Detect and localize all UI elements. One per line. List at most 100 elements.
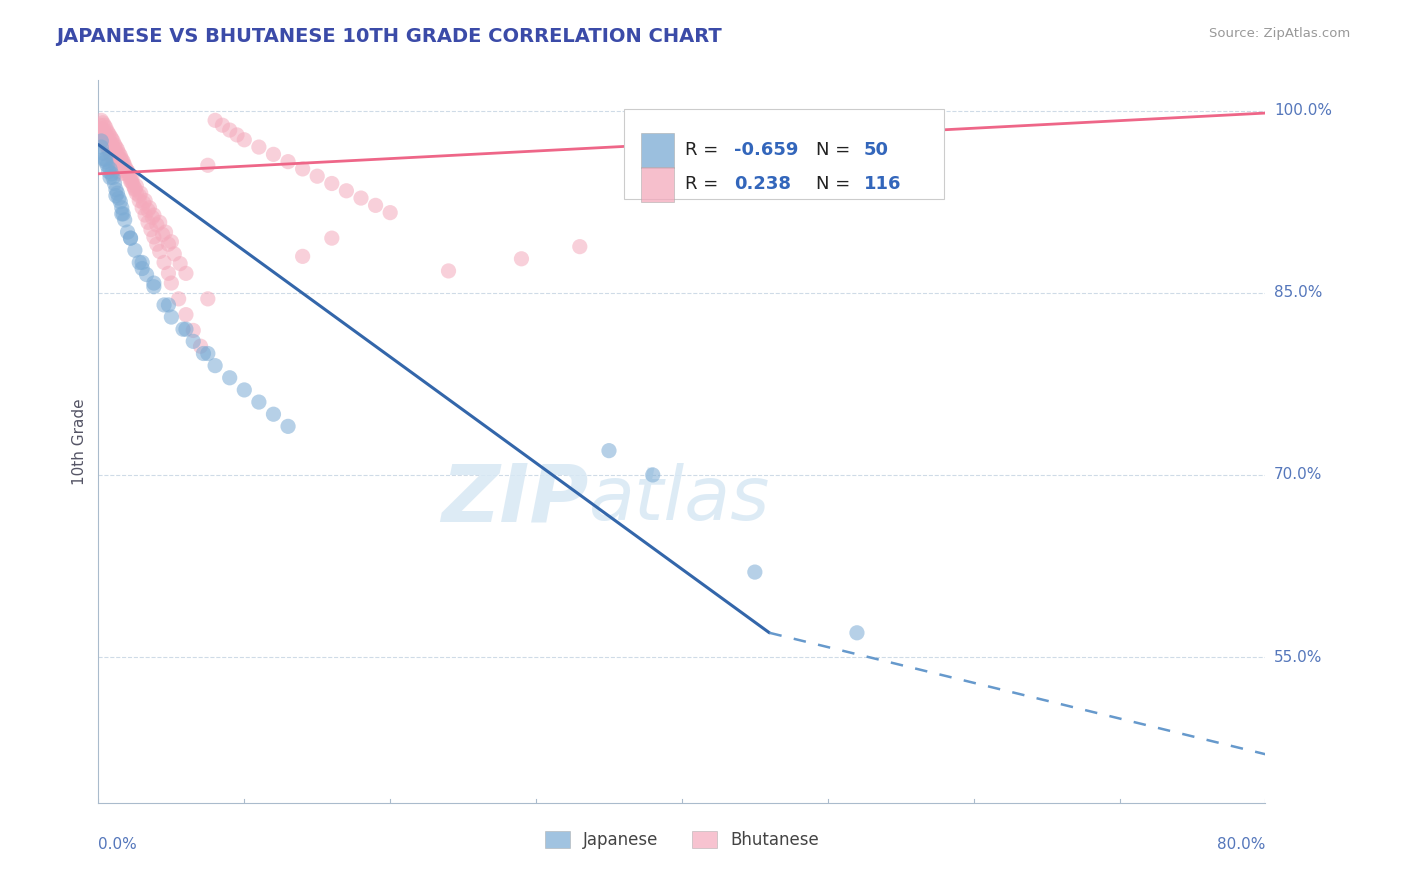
Point	[163, 247, 186, 261]
Point	[218, 371, 240, 385]
Text: N =: N =	[815, 141, 856, 160]
Point	[94, 128, 117, 142]
Point	[131, 201, 153, 215]
Point	[117, 225, 139, 239]
Point	[110, 194, 132, 209]
Point	[111, 207, 134, 221]
Point	[101, 170, 124, 185]
Point	[120, 171, 142, 186]
Point	[108, 146, 131, 161]
Point	[197, 346, 219, 360]
Point	[125, 178, 148, 193]
Point	[90, 128, 112, 142]
Point	[101, 152, 124, 166]
Point	[262, 407, 284, 421]
Point	[128, 194, 150, 208]
Point	[98, 161, 121, 176]
Point	[174, 322, 197, 336]
Point	[155, 225, 177, 239]
Text: 0.238: 0.238	[734, 176, 792, 194]
Point	[105, 147, 128, 161]
Text: 80.0%: 80.0%	[1218, 837, 1265, 852]
Text: N =: N =	[815, 176, 856, 194]
Point	[510, 252, 533, 266]
Point	[149, 244, 172, 259]
Point	[100, 137, 122, 152]
Point	[157, 298, 180, 312]
Point	[94, 152, 117, 166]
Point	[233, 383, 256, 397]
Text: 70.0%: 70.0%	[1274, 467, 1323, 483]
Text: atlas: atlas	[589, 463, 770, 535]
Point	[110, 148, 132, 162]
Point	[190, 339, 212, 353]
Point	[380, 205, 402, 219]
Point	[104, 183, 127, 197]
Point	[93, 118, 115, 132]
Point	[233, 133, 256, 147]
Point	[105, 143, 128, 157]
Point	[307, 169, 329, 184]
Point	[93, 134, 115, 148]
Point	[136, 215, 159, 229]
Text: R =: R =	[685, 141, 724, 160]
Point	[124, 181, 146, 195]
Point	[108, 164, 131, 178]
Point	[112, 154, 135, 169]
Point	[136, 203, 159, 218]
Point	[100, 131, 122, 145]
Text: JAPANESE VS BHUTANESE 10TH GRADE CORRELATION CHART: JAPANESE VS BHUTANESE 10TH GRADE CORRELA…	[56, 27, 723, 45]
Point	[90, 126, 112, 140]
Point	[118, 168, 141, 182]
Point	[89, 121, 111, 136]
Point	[108, 191, 131, 205]
Text: ZIP: ZIP	[441, 460, 589, 539]
Point	[157, 237, 180, 252]
Point	[181, 323, 204, 337]
Point	[291, 161, 314, 176]
Point	[124, 183, 146, 197]
Point	[111, 160, 134, 174]
Point	[197, 158, 219, 172]
Point	[121, 171, 143, 186]
Point	[115, 161, 138, 176]
Point	[101, 134, 124, 148]
Point	[98, 146, 121, 161]
Point	[120, 174, 142, 188]
Point	[598, 443, 620, 458]
Text: R =: R =	[685, 176, 724, 194]
Point	[146, 237, 169, 252]
Point	[111, 152, 134, 166]
Point	[94, 154, 117, 169]
Point	[134, 194, 156, 208]
Point	[262, 147, 284, 161]
Point	[138, 201, 160, 215]
Text: -0.659: -0.659	[734, 141, 799, 160]
Point	[105, 161, 128, 176]
Point	[91, 123, 114, 137]
Point	[128, 188, 150, 202]
Point	[846, 625, 869, 640]
Point	[120, 231, 142, 245]
Point	[291, 249, 314, 263]
Point	[90, 134, 112, 148]
Point	[172, 322, 194, 336]
Point	[174, 266, 197, 280]
Y-axis label: 10th Grade: 10th Grade	[72, 398, 87, 485]
Point	[114, 158, 136, 172]
Point	[96, 135, 118, 149]
Point	[146, 218, 169, 232]
Point	[114, 213, 136, 227]
Point	[98, 170, 121, 185]
Point	[96, 140, 118, 154]
Point	[112, 157, 135, 171]
Point	[134, 208, 156, 222]
Point	[117, 164, 139, 178]
Point	[226, 128, 249, 142]
Point	[641, 467, 664, 482]
Point	[108, 154, 131, 169]
Point	[110, 152, 132, 166]
Text: 55.0%: 55.0%	[1274, 649, 1323, 665]
Point	[124, 244, 146, 258]
Point	[321, 177, 343, 191]
